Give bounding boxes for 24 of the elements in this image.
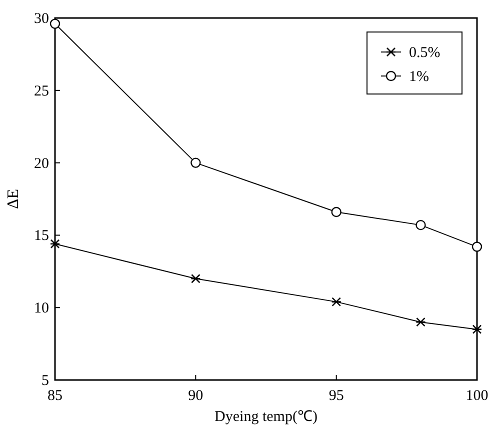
y-tick-label: 10 bbox=[34, 300, 49, 317]
point bbox=[331, 206, 342, 218]
x-axis-title: Dyeing temp(℃) bbox=[214, 409, 318, 425]
legend-label: 0.5% bbox=[409, 45, 440, 61]
point bbox=[50, 239, 60, 249]
point bbox=[50, 18, 60, 29]
point bbox=[416, 317, 426, 327]
y-tick-label: 5 bbox=[42, 373, 49, 389]
x-tick-label: 85 bbox=[48, 388, 62, 404]
point bbox=[472, 324, 482, 334]
x-tick-label: 100 bbox=[466, 388, 488, 404]
y-tick-label: 25 bbox=[34, 83, 49, 100]
x-tick-label: 90 bbox=[188, 388, 204, 404]
point bbox=[416, 220, 426, 230]
legend-label: 1% bbox=[409, 69, 429, 85]
y-tick-label: 20 bbox=[34, 156, 49, 172]
y-tick-label: 30 bbox=[34, 11, 49, 27]
x-tick-label: 95 bbox=[328, 388, 344, 404]
y-axis-title: ΔE bbox=[5, 188, 22, 210]
point bbox=[331, 297, 342, 306]
point bbox=[472, 242, 482, 252]
point bbox=[190, 158, 201, 168]
point bbox=[190, 274, 201, 284]
y-tick-label: 15 bbox=[34, 228, 49, 244]
